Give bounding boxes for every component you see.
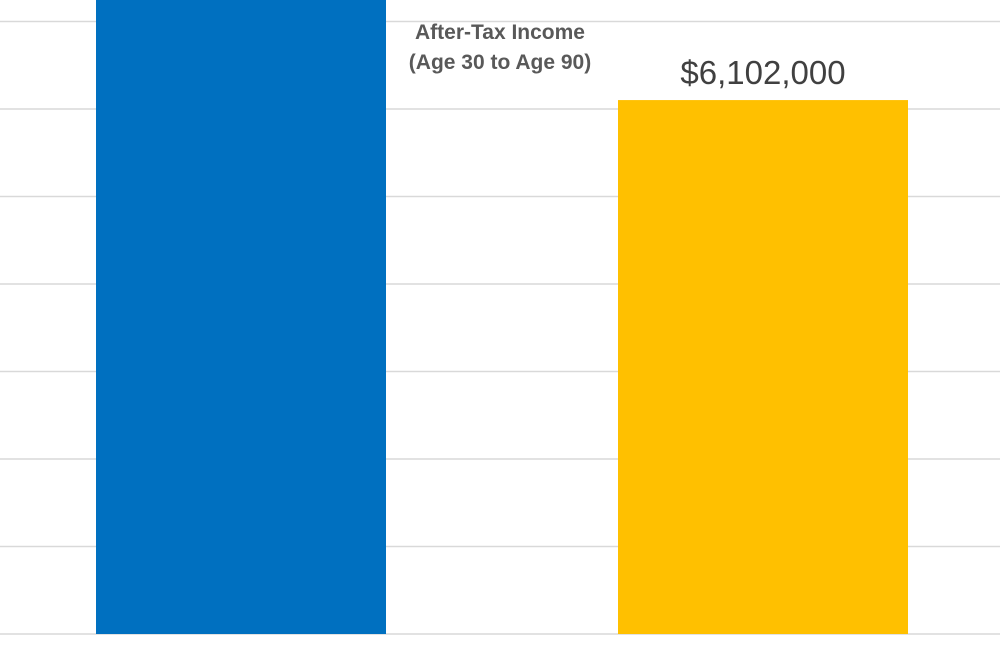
data-labels: $7,660,000$6,102,000 — [680, 54, 845, 91]
chart-title-block: After-Tax Income (Age 30 to Age 90) — [0, 18, 1000, 78]
bar-2 — [618, 100, 908, 634]
data-label-2: $6,102,000 — [680, 54, 845, 91]
bars — [96, 0, 908, 634]
chart-subtitle: (Age 30 to Age 90) — [408, 51, 592, 74]
chart-title: After-Tax Income — [415, 21, 585, 44]
bar-1 — [96, 0, 386, 634]
